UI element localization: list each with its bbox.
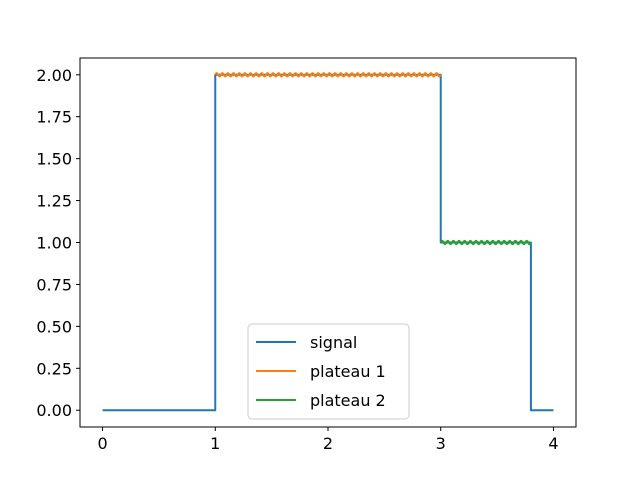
legend-label: signal: [310, 333, 357, 352]
plot-lines: [102, 72, 554, 412]
legend-box: [247, 323, 410, 420]
x-tick-label: 2: [323, 434, 333, 453]
x-tick-label: 1: [210, 434, 220, 453]
y-axis: 0.00 0.25 0.50 0.75 1.00 1.25 1.50 1.75 2.00: [36, 66, 80, 420]
x-tick-label: 4: [548, 434, 558, 453]
series-line-3: [439, 239, 532, 246]
legend-label: plateau 2: [310, 391, 386, 410]
y-tick-label: 1.25: [36, 192, 72, 211]
y-tick-label: 1.50: [36, 150, 72, 169]
y-tick-label: 1.00: [36, 234, 72, 253]
x-axis: 0 1 2 3 4: [97, 427, 559, 453]
y-tick-label: 0.50: [36, 317, 72, 336]
legend: signal plateau 1 plateau 2: [247, 323, 410, 420]
x-tick-label: 3: [436, 434, 446, 453]
series-line-1: [102, 73, 554, 412]
y-tick-label: 2.00: [36, 66, 72, 85]
y-tick-label: 0.75: [36, 275, 72, 294]
y-tick-label: 0.25: [36, 359, 72, 378]
legend-label: plateau 1: [310, 362, 386, 381]
y-tick-label: 1.75: [36, 108, 72, 127]
x-tick-label: 0: [97, 434, 107, 453]
series-line-2: [214, 72, 442, 78]
y-tick-label: 0.00: [36, 401, 72, 420]
